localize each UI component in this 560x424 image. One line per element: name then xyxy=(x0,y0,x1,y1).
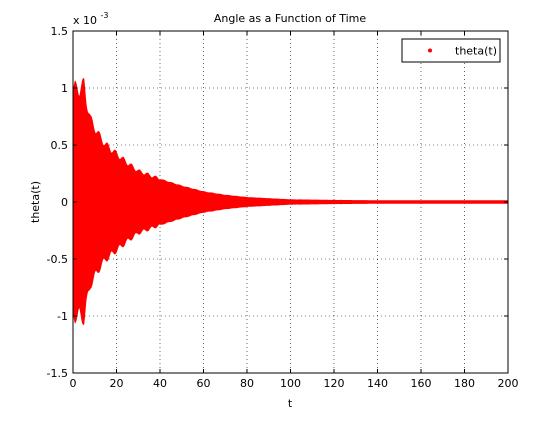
x-tick-label: 80 xyxy=(240,377,254,390)
y-tick-label: 1.5 xyxy=(51,25,69,38)
x-axis-label: t xyxy=(288,397,293,410)
legend-marker xyxy=(428,48,432,53)
legend: theta(t) xyxy=(401,38,501,63)
legend-box xyxy=(401,38,501,63)
y-scale-base: x 10 xyxy=(73,14,97,27)
x-tick-label: 160 xyxy=(411,377,432,390)
y-axis-label: theta(t) xyxy=(29,181,42,223)
y-scale-multiplier: x 10 -3 xyxy=(73,11,109,27)
y-tick-label: -1.5 xyxy=(47,367,68,380)
y-tick-label: 0 xyxy=(61,196,68,209)
legend-label: theta(t) xyxy=(455,45,497,58)
y-tick-label: 1 xyxy=(61,82,68,95)
x-tick-label: 140 xyxy=(367,377,388,390)
y-scale-exponent: -3 xyxy=(101,11,109,20)
x-tick-label: 20 xyxy=(110,377,124,390)
y-tick-label: -1 xyxy=(57,310,68,323)
y-tick-label: 0.5 xyxy=(51,139,69,152)
y-tick-label: -0.5 xyxy=(47,253,68,266)
ticks: 0 20 40 60 80 100 120 140 160 180 200 -1.5 -1 -0.5 0 0.… xyxy=(47,25,519,390)
x-tick-label: 0 xyxy=(70,377,77,390)
x-tick-label: 120 xyxy=(324,377,345,390)
x-tick-label: 100 xyxy=(280,377,301,390)
x-tick-label: 180 xyxy=(454,377,475,390)
x-tick-label: 200 xyxy=(498,377,519,390)
x-tick-label: 40 xyxy=(153,377,167,390)
x-tick-label: 60 xyxy=(197,377,211,390)
chart-title: Angle as a Function of Time xyxy=(214,12,367,25)
